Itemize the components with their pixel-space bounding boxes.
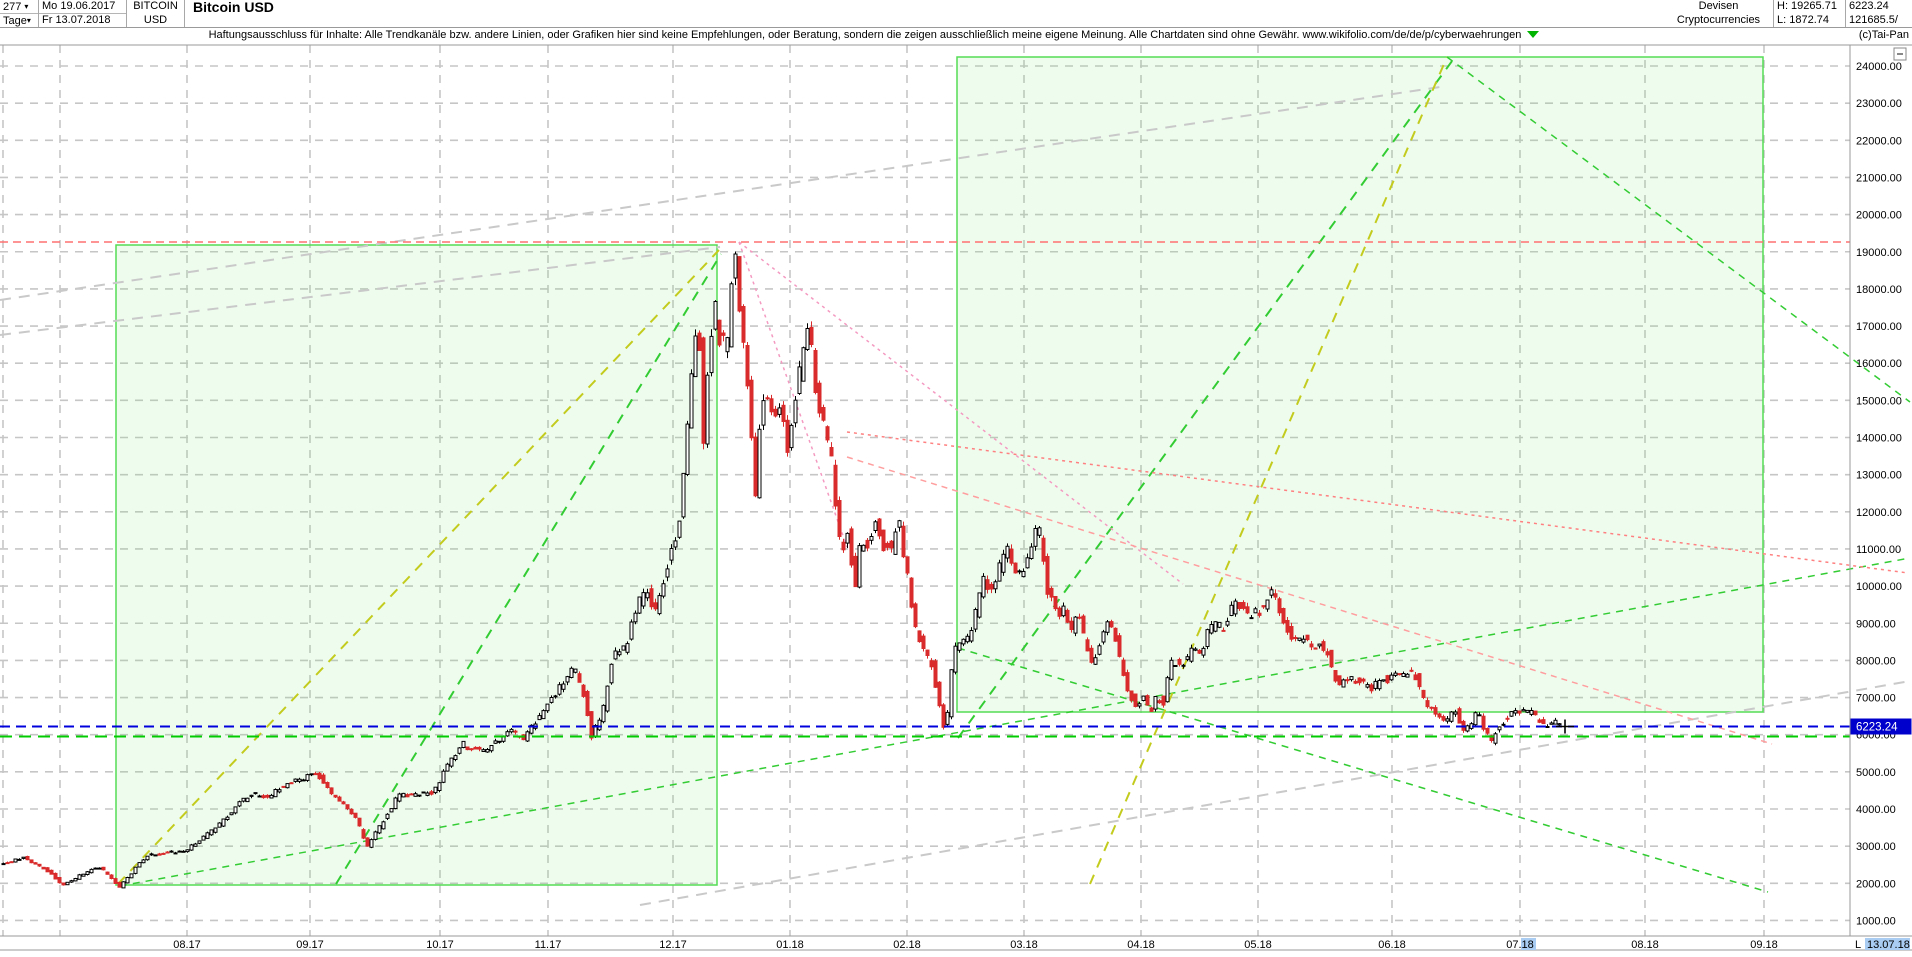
svg-text:11000.00: 11000.00 [1856, 544, 1901, 556]
subcategory-label: Cryptocurrencies [1676, 13, 1761, 26]
svg-text:08.17: 08.17 [173, 939, 201, 951]
period-low-label: L: 1872.74 [1777, 13, 1829, 26]
category-label: Devisen [1698, 0, 1739, 12]
svg-text:21000.00: 21000.00 [1856, 172, 1902, 184]
svg-text:12000.00: 12000.00 [1856, 507, 1902, 519]
svg-text:20000.00: 20000.00 [1856, 210, 1902, 222]
svg-text:02.18: 02.18 [893, 939, 921, 951]
svg-text:09.17: 09.17 [296, 939, 324, 951]
symbol-currency-label: USD [143, 13, 168, 26]
svg-text:18000.00: 18000.00 [1856, 284, 1902, 296]
svg-text:7000.00: 7000.00 [1856, 693, 1896, 705]
svg-text:19000.00: 19000.00 [1856, 247, 1902, 259]
svg-text:01.18: 01.18 [776, 939, 804, 951]
svg-text:08.18: 08.18 [1631, 939, 1659, 951]
svg-text:09.18: 09.18 [1750, 939, 1778, 951]
page-title: Bitcoin USD [193, 0, 274, 15]
svg-text:15000.00: 15000.00 [1856, 395, 1902, 407]
svg-text:5000.00: 5000.00 [1856, 767, 1896, 779]
svg-text:14000.00: 14000.00 [1856, 433, 1902, 445]
last-price-tag [1850, 718, 1912, 735]
copyright-label: (c)Tai-Pan [1858, 29, 1909, 41]
period-dropdown[interactable]: Tage▾ [3, 15, 31, 27]
svg-text:11.17: 11.17 [535, 939, 562, 951]
svg-text:6223.24: 6223.24 [1856, 722, 1898, 734]
svg-text:12.17: 12.17 [659, 939, 687, 951]
collapse-icon [1893, 47, 1907, 61]
svg-text:2000.00: 2000.00 [1856, 878, 1896, 890]
svg-text:03.18: 03.18 [1010, 939, 1038, 951]
svg-text:4000.00: 4000.00 [1856, 804, 1896, 816]
svg-text:24000.00: 24000.00 [1856, 61, 1902, 73]
price-chart[interactable]: 1000.00 2000.00 3000.00 4000.00 5000.00 6000.… [0, 44, 1912, 952]
disclaimer-text: Haftungsausschluss für Inhalte: Alle Tre… [208, 29, 1522, 41]
date-from-field[interactable]: Mo 19.06.2017 [39, 0, 126, 14]
svg-text:3000.00: 3000.00 [1856, 841, 1896, 853]
svg-text:22000.00: 22000.00 [1856, 135, 1902, 147]
svg-text:05.18: 05.18 [1244, 939, 1272, 951]
target-box-2018 [956, 56, 1764, 713]
svg-text:1000.00: 1000.00 [1856, 916, 1896, 928]
chevron-down-icon: ▾ [26, 16, 31, 25]
svg-text:10000.00: 10000.00 [1856, 581, 1902, 593]
date-to-field[interactable]: Fr 13.07.2018 [42, 14, 111, 26]
svg-text:17000.00: 17000.00 [1856, 321, 1902, 333]
bars-count-dropdown[interactable]: 277 ▾ [0, 0, 38, 14]
secondary-value-label: 121685.5/ [1849, 13, 1898, 26]
svg-text:13.07.18: 13.07.18 [1867, 939, 1910, 951]
last-value-label: 6223.24 [1849, 0, 1889, 12]
svg-text:9000.00: 9000.00 [1856, 618, 1896, 630]
svg-text:L: L [1855, 939, 1861, 951]
svg-text:10.17: 10.17 [426, 939, 454, 951]
chart-header: 277 ▾ Tage▾ Mo 19.06.2017 Fr 13.07.2018 … [0, 0, 1912, 28]
svg-text:04.18: 04.18 [1127, 939, 1155, 951]
svg-text:16000.00: 16000.00 [1856, 358, 1902, 370]
chevron-down-icon: ▾ [24, 2, 29, 11]
svg-text:07.18: 07.18 [1506, 939, 1534, 951]
svg-text:23000.00: 23000.00 [1856, 98, 1902, 110]
disclaimer-row: Haftungsausschluss für Inhalte: Alle Tre… [0, 28, 1912, 44]
marker-down-triangle-icon [1527, 31, 1539, 38]
period-high-label: H: 19265.71 [1777, 0, 1837, 12]
svg-text:13000.00: 13000.00 [1856, 470, 1902, 482]
svg-text:06.18: 06.18 [1378, 939, 1406, 951]
symbol-label: BITCOIN [133, 0, 178, 12]
svg-text:8000.00: 8000.00 [1856, 655, 1896, 667]
trend-box-2017 [115, 244, 718, 886]
